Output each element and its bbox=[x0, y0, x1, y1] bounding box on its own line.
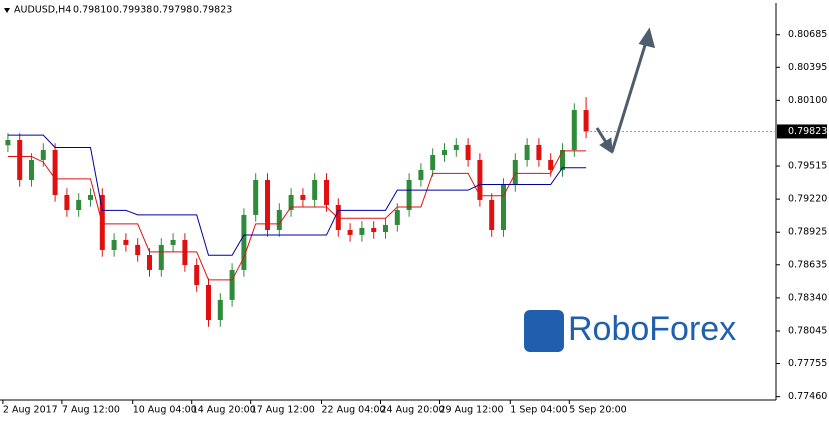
candle-body bbox=[217, 299, 223, 320]
candle-body bbox=[88, 194, 93, 200]
candle-body bbox=[324, 179, 329, 205]
y-tick-label: 0.79515 bbox=[788, 161, 827, 172]
arrow-head bbox=[638, 27, 656, 49]
candle-body bbox=[571, 110, 577, 150]
ohlc-open: 0.79810 bbox=[73, 5, 112, 16]
last-price-label: 0.79823 bbox=[788, 126, 827, 137]
candle-body bbox=[477, 159, 483, 200]
candle-body bbox=[64, 194, 70, 211]
candle-body bbox=[241, 214, 247, 270]
candle-body bbox=[442, 149, 447, 156]
candle-body bbox=[111, 239, 117, 250]
y-tick-label: 0.80685 bbox=[788, 29, 827, 40]
logo: RoboForex bbox=[524, 310, 736, 352]
x-tick-label: 10 Aug 04:00 bbox=[133, 405, 197, 416]
candle-body bbox=[430, 155, 436, 170]
candle-body bbox=[394, 210, 400, 225]
arrow-head bbox=[599, 137, 613, 154]
y-tick-label: 0.80395 bbox=[788, 62, 827, 73]
candle-body bbox=[40, 149, 46, 160]
y-tick-label: 0.77460 bbox=[788, 391, 827, 402]
y-tick-label: 0.77755 bbox=[788, 358, 827, 369]
candle-body bbox=[347, 229, 353, 235]
x-tick-label: 29 Aug 12:00 bbox=[440, 405, 504, 416]
candle-body bbox=[312, 179, 318, 200]
candle-body bbox=[265, 179, 270, 230]
x-tick-label: 1 Sep 04:00 bbox=[510, 405, 567, 416]
ohlc-high: 0.79938 bbox=[113, 5, 152, 16]
candle-body bbox=[536, 144, 542, 160]
candle-body bbox=[170, 239, 176, 245]
indicator-line bbox=[7, 134, 587, 256]
y-tick-label: 0.79220 bbox=[788, 194, 827, 205]
candle-body bbox=[288, 194, 294, 211]
logo-icon bbox=[524, 310, 564, 352]
candle-body bbox=[418, 169, 424, 180]
forecast-arrows bbox=[595, 27, 656, 154]
candle-body bbox=[453, 144, 459, 150]
candle-body bbox=[371, 227, 377, 233]
x-tick-label: 24 Aug 20:00 bbox=[381, 405, 445, 416]
candle-body bbox=[182, 239, 188, 266]
candle-body bbox=[406, 179, 412, 211]
candle-body bbox=[276, 210, 282, 230]
candle-body bbox=[52, 149, 58, 195]
x-tick-label: 5 Sep 20:00 bbox=[569, 405, 626, 416]
x-tick-label: 17 Aug 12:00 bbox=[251, 405, 315, 416]
candle-body bbox=[123, 239, 129, 245]
logo-text: RoboForex bbox=[568, 310, 736, 348]
x-tick-label: 7 Aug 12:00 bbox=[62, 405, 120, 416]
last-price-box bbox=[777, 124, 827, 139]
candle-body bbox=[359, 227, 365, 235]
candle-body bbox=[383, 224, 388, 233]
x-tick-label: 2 Aug 2017 bbox=[3, 405, 58, 416]
candle-body bbox=[135, 244, 141, 256]
x-tick-label: 14 Aug 20:00 bbox=[192, 405, 256, 416]
candle-body bbox=[206, 284, 211, 320]
x-tick-label: 22 Aug 04:00 bbox=[322, 405, 386, 416]
y-tick-label: 0.78045 bbox=[788, 325, 827, 336]
candle-body bbox=[253, 179, 259, 215]
candle-body bbox=[147, 255, 152, 270]
candle-body bbox=[512, 159, 518, 185]
candle-body bbox=[5, 139, 11, 146]
candle-body bbox=[229, 269, 235, 300]
candle-body bbox=[489, 199, 495, 230]
y-tick-label: 0.80100 bbox=[788, 95, 827, 106]
menu-triangle bbox=[4, 8, 10, 13]
candle-body bbox=[335, 204, 341, 230]
y-tick-label: 0.78635 bbox=[788, 259, 827, 270]
y-tick-label: 0.78340 bbox=[788, 292, 827, 303]
y-tick-label: 0.78925 bbox=[788, 227, 827, 238]
ohlc-close: 0.79823 bbox=[193, 5, 232, 16]
candle-body bbox=[76, 199, 82, 211]
candle-body bbox=[548, 159, 554, 170]
symbol: AUDUSD,H4 bbox=[14, 5, 71, 16]
candle-body bbox=[17, 139, 23, 180]
ohlc-low: 0.79798 bbox=[153, 5, 192, 16]
indicator-line bbox=[7, 150, 587, 281]
candle-body bbox=[194, 265, 200, 285]
candle-body bbox=[29, 159, 34, 180]
arrow-line bbox=[610, 41, 648, 153]
candle-body bbox=[524, 144, 530, 160]
candle-body bbox=[300, 194, 306, 200]
candle-body bbox=[560, 149, 565, 170]
candle-body bbox=[158, 244, 164, 270]
candle-body bbox=[465, 144, 471, 160]
candle-body bbox=[583, 110, 589, 132]
candle-body bbox=[501, 184, 506, 230]
